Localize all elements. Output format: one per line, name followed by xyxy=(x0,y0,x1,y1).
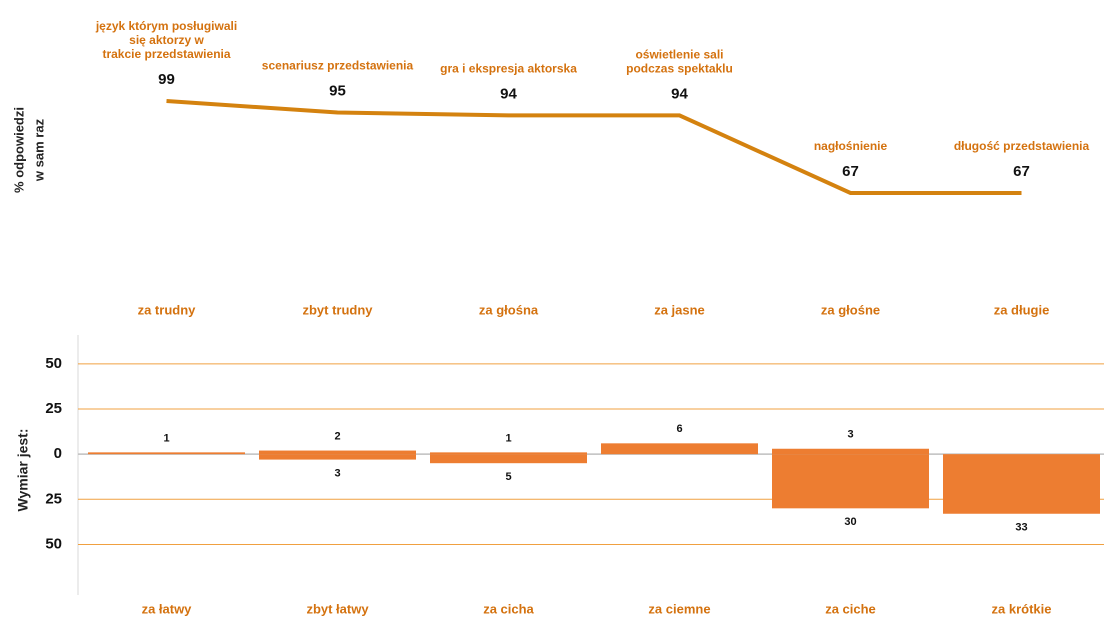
category-label: gra i ekspresja aktorska xyxy=(440,62,577,76)
bar xyxy=(259,454,416,460)
category-label: za długie xyxy=(994,302,1050,317)
category-label: za łatwy xyxy=(142,601,193,616)
data-label: 5 xyxy=(505,471,511,483)
category-label: za krótkie xyxy=(992,601,1052,616)
category-label: oświetlenie sali xyxy=(635,48,723,62)
category-label: język którym posługiwali xyxy=(95,19,237,33)
category-label: scenariusz przedstawienia xyxy=(262,59,414,73)
data-label: 3 xyxy=(334,467,340,479)
y-axis-label: Wymiar jest: xyxy=(15,429,31,512)
data-label: 99 xyxy=(158,71,175,88)
data-label: 67 xyxy=(842,163,859,180)
bar xyxy=(430,454,587,464)
category-label: zbyt łatwy xyxy=(306,601,369,616)
bar xyxy=(430,452,587,455)
data-label: 33 xyxy=(1015,522,1027,534)
category-label: za jasne xyxy=(654,302,705,317)
bar xyxy=(943,454,1100,514)
category-label: za ciche xyxy=(825,601,876,616)
data-label: 30 xyxy=(844,516,856,528)
y-tick-label: 25 xyxy=(45,400,62,417)
data-label: 1 xyxy=(505,432,511,444)
y-tick-label: 50 xyxy=(45,535,62,552)
data-label: 2 xyxy=(334,430,340,442)
category-label: długość przedstawienia xyxy=(954,139,1090,153)
bar xyxy=(88,452,245,455)
category-label: za głośne xyxy=(821,302,880,317)
data-label: 67 xyxy=(1013,163,1030,180)
category-label: za cicha xyxy=(483,601,534,616)
line xyxy=(166,99,1022,195)
data-label: 94 xyxy=(671,85,688,102)
y-tick-label: 0 xyxy=(54,445,62,462)
bar xyxy=(772,448,929,455)
category-label: za trudny xyxy=(138,302,197,317)
y-axis-label: w sam raz xyxy=(31,118,46,182)
bar xyxy=(259,450,416,455)
category-label: się aktorzy w xyxy=(129,33,204,47)
category-label: zbyt trudny xyxy=(302,302,373,317)
category-label: nagłośnienie xyxy=(814,139,888,153)
category-label: za ciemne xyxy=(648,601,710,616)
data-label: 6 xyxy=(676,423,682,435)
bar xyxy=(772,454,929,509)
data-label: 95 xyxy=(329,82,346,99)
data-label: 1 xyxy=(163,432,169,444)
y-axis-label: % odpowiedzi xyxy=(11,107,26,193)
data-label: 94 xyxy=(500,85,517,102)
y-tick-label: 50 xyxy=(45,355,62,372)
category-label: podczas spektaklu xyxy=(626,62,733,76)
data-label: 3 xyxy=(847,429,853,441)
category-label: za głośna xyxy=(479,302,539,317)
bar xyxy=(601,443,758,455)
category-label: trakcie przedstawienia xyxy=(102,47,230,61)
y-tick-label: 25 xyxy=(45,490,62,507)
